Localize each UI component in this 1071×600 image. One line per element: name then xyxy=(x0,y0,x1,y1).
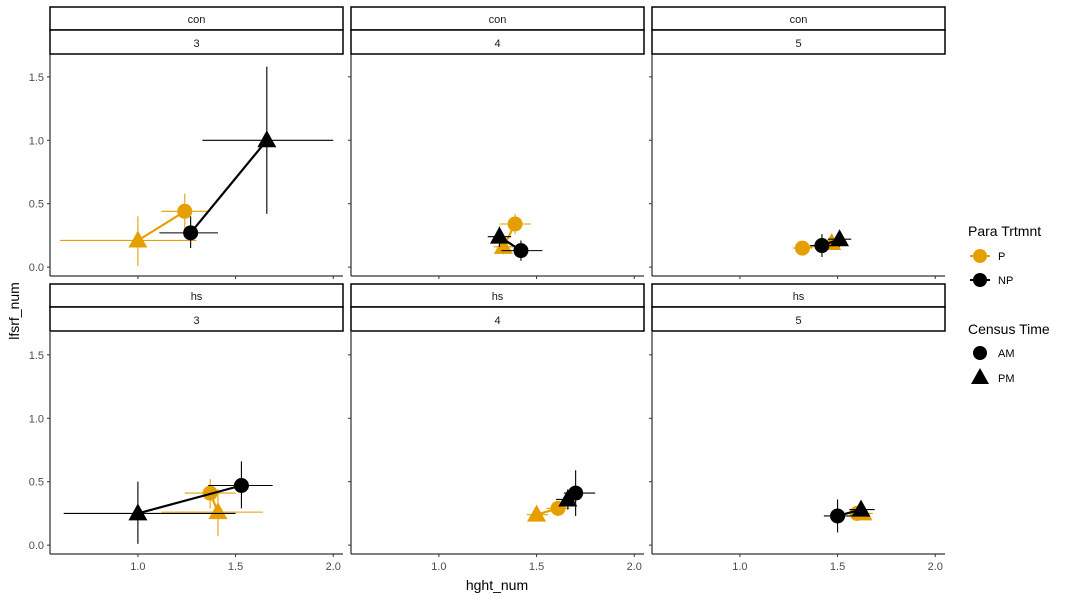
data-point-pm xyxy=(527,504,547,522)
data-point-pm xyxy=(489,226,509,244)
legend-key-np: NP xyxy=(970,273,1013,287)
strip-row-label: con xyxy=(489,14,507,26)
strip-col-label: 5 xyxy=(795,315,801,327)
strip-col-box xyxy=(350,306,645,332)
data-point-pm xyxy=(830,229,850,247)
legend: Para Trtmnt P NP Census Time AM PM xyxy=(968,223,1050,385)
y-tick-label: 0.5 xyxy=(29,199,44,211)
series-np xyxy=(487,226,543,261)
strip-col-label: 5 xyxy=(795,38,801,50)
legend-color-title: Para Trtmnt xyxy=(968,223,1041,239)
y-tick-label: 1.0 xyxy=(29,135,44,147)
strip-col-box xyxy=(49,29,344,55)
strip-col-box xyxy=(651,306,946,332)
data-point-am xyxy=(183,225,199,241)
facet-panel-con-5: con 5 xyxy=(649,6,946,279)
data-point-am xyxy=(568,485,584,501)
x-tick-label: 1.5 xyxy=(228,561,243,573)
strip-col-label: 3 xyxy=(193,38,199,50)
legend-pm-triangle-icon xyxy=(971,368,989,384)
data-point-am xyxy=(814,238,830,254)
data-point-pm xyxy=(128,503,148,521)
strip-col-label: 4 xyxy=(494,38,500,50)
series-np xyxy=(63,461,273,544)
y-tick-label: 1.5 xyxy=(29,72,44,84)
series-np xyxy=(159,66,334,249)
strip-row-label: con xyxy=(790,14,808,26)
x-axis-title: hght_num xyxy=(466,577,528,593)
panels-layer: con 3 con 4 con 5 hs 3 hs 4 hs 5 xyxy=(47,6,946,557)
strip-col-box xyxy=(350,29,645,55)
y-axis-title: lfsrf_num xyxy=(6,282,22,340)
y-tick-label: 1.0 xyxy=(29,413,44,425)
strip-col-label: 3 xyxy=(193,315,199,327)
y-tick-label: 0.5 xyxy=(29,477,44,489)
strip-col-box xyxy=(49,306,344,332)
x-tick-label: 1.0 xyxy=(130,561,145,573)
x-tick-label: 2.0 xyxy=(326,561,341,573)
strip-col-box xyxy=(651,29,946,55)
series-line xyxy=(189,139,268,234)
x-tick-label: 2.0 xyxy=(928,561,943,573)
legend-np-circle-icon xyxy=(973,273,987,287)
legend-am-circle-icon xyxy=(973,346,987,360)
facet-panel-hs-3: hs 3 xyxy=(47,283,344,557)
data-point-am xyxy=(233,477,249,493)
data-point-pm xyxy=(493,236,513,254)
series-p xyxy=(161,479,263,537)
x-tick-label: 1.5 xyxy=(830,561,845,573)
legend-am-label: AM xyxy=(998,348,1015,360)
data-point-pm xyxy=(558,489,578,507)
x-tick-label: 1.5 xyxy=(529,561,544,573)
strip-row-label: hs xyxy=(191,291,203,303)
legend-shape-title: Census Time xyxy=(968,321,1050,337)
legend-pm-label: PM xyxy=(998,373,1015,385)
data-point-pm xyxy=(208,502,228,520)
y-tick-label: 0.0 xyxy=(29,540,44,552)
y-tick-label: 1.5 xyxy=(29,350,44,362)
legend-p-circle-icon xyxy=(973,249,987,263)
facet-panel-con-4: con 4 xyxy=(348,6,645,279)
data-point-am xyxy=(507,216,523,232)
facet-panel-con-3: con 3 xyxy=(47,6,344,279)
series-np xyxy=(556,470,596,516)
legend-key-p: P xyxy=(970,249,1005,263)
data-point-pm xyxy=(851,499,871,517)
legend-key-pm: PM xyxy=(971,368,1015,385)
series-line xyxy=(137,210,186,242)
data-point-am xyxy=(794,240,810,256)
facet-panel-hs-5: hs 5 xyxy=(649,283,946,557)
strip-row-label: hs xyxy=(492,291,504,303)
strip-row-label: hs xyxy=(793,291,805,303)
strip-row-label: con xyxy=(188,14,206,26)
legend-np-label: NP xyxy=(998,275,1013,287)
y-tick-label: 0.0 xyxy=(29,262,44,274)
legend-p-label: P xyxy=(998,251,1005,263)
series-p xyxy=(59,193,211,266)
data-point-am xyxy=(830,508,846,524)
axis-layer: 0.0 0.5 1.0 1.5 0.0 0.5 1.0 1.5 1.0 1.5 2.0 1.0 1.5 2… xyxy=(29,72,943,573)
strip-col-label: 4 xyxy=(494,315,500,327)
data-point-pm xyxy=(128,230,148,248)
data-point-am xyxy=(513,243,529,259)
facet-panel-hs-4: hs 4 xyxy=(348,283,645,557)
legend-key-am: AM xyxy=(973,346,1015,360)
data-point-am xyxy=(177,203,193,219)
x-tick-label: 1.0 xyxy=(431,561,446,573)
series-line xyxy=(137,484,242,515)
data-point-pm xyxy=(257,130,277,148)
series-np xyxy=(823,499,875,533)
x-tick-label: 2.0 xyxy=(627,561,642,573)
x-tick-label: 1.0 xyxy=(732,561,747,573)
series-np xyxy=(810,229,852,257)
